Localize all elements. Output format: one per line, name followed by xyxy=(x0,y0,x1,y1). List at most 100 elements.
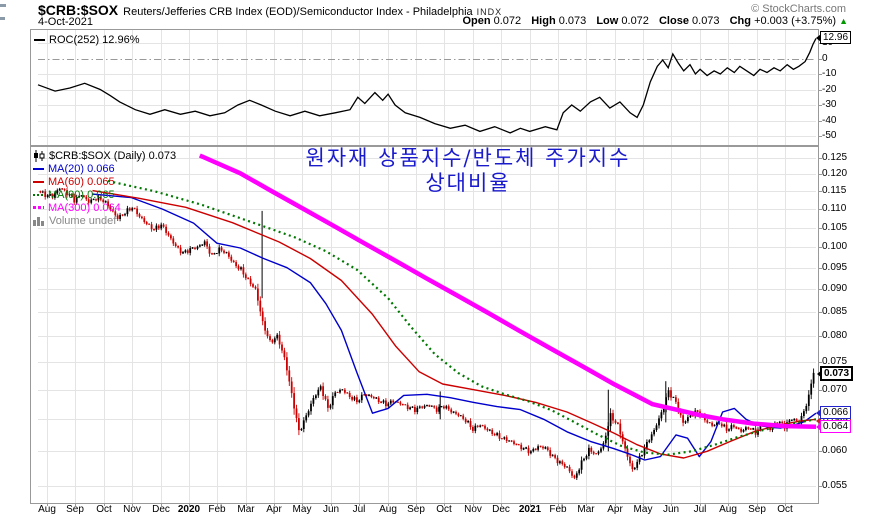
screen-edge-artifact xyxy=(0,17,5,20)
date-axis-label: Oct xyxy=(436,504,452,515)
ma60-line xyxy=(92,189,817,459)
price-axis-tick-label: 0.055 xyxy=(822,480,848,491)
date-axis-label: Apr xyxy=(266,504,282,515)
price-axis-tick-label: 0.125 xyxy=(822,152,848,163)
roc-gridlines xyxy=(38,43,816,137)
date-axis-label: Jul xyxy=(693,504,707,515)
roc-axis-tick-label: -10 xyxy=(822,68,837,79)
date-axis-label: 2021 xyxy=(518,504,542,515)
axis-ticks xyxy=(47,43,822,506)
ticker-description: Reuters/Jefferies CRB Index (EOD)/Semico… xyxy=(123,6,473,18)
chg-label: Chg xyxy=(729,15,751,27)
annotation-line1: 원자재 상품지수/반도체 주가지수 xyxy=(305,146,631,170)
axis-value-marker: 12.96 xyxy=(816,31,852,44)
legend-row: $CRB:$SOX (Daily) 0.073 xyxy=(33,149,176,162)
price-panel-legend: $CRB:$SOX (Daily) 0.073 MA(20) 0.066 MA(60… xyxy=(33,149,176,227)
ticker-symbol: $CRB:$SOX xyxy=(38,2,119,18)
roc-axis-tick-label: -20 xyxy=(822,84,837,95)
date-axis-label: Mar xyxy=(237,504,255,515)
korean-annotation: 원자재 상품지수/반도체 주가지수 상대비율 xyxy=(258,146,678,196)
price-gridlines xyxy=(38,158,816,487)
legend-row: Volume undef xyxy=(33,214,176,227)
ma300-line xyxy=(198,153,817,429)
date-axis-label: Aug xyxy=(719,504,737,515)
stockcharts-copyright-link[interactable]: © StockCharts.com xyxy=(751,3,846,15)
dashed-line-swatch-icon xyxy=(33,206,44,209)
open-value: 0.072 xyxy=(493,15,522,27)
price-axis-tick-label: 0.105 xyxy=(822,222,848,233)
date-axis-label: Dec xyxy=(492,504,510,515)
date-axis-label: Mar xyxy=(577,504,595,515)
candlesticks xyxy=(39,187,815,480)
date-axis-label: Sep xyxy=(66,504,84,515)
high-value: 0.073 xyxy=(558,15,587,27)
date-axis-label: Sep xyxy=(407,504,425,515)
low-label: Low xyxy=(596,15,619,27)
date-axis-label: Jun xyxy=(662,504,680,515)
screen-edge-artifact xyxy=(0,4,6,7)
roc-axis-tick-label: -30 xyxy=(822,99,837,110)
line-swatch-icon xyxy=(33,180,44,183)
high-label: High xyxy=(531,15,556,27)
dotted-line-swatch-icon xyxy=(33,193,44,196)
chart-header: $CRB:$SOX Reuters/Jefferies CRB Index (EO… xyxy=(38,2,502,20)
roc-indicator-legend: ROC(252) 12.96% xyxy=(34,34,140,46)
date-axis-label: Aug xyxy=(38,504,56,515)
legend-label: MA(90) 0.065 xyxy=(48,188,115,201)
roc-legend-label: ROC(252) 12.96% xyxy=(49,34,140,46)
date-axis-label: Oct xyxy=(777,504,793,515)
date-axis-label: May xyxy=(292,504,312,515)
volume-bars-icon xyxy=(33,217,44,226)
price-axis-tick-label: 0.120 xyxy=(822,168,848,179)
exchange-label: INDX xyxy=(476,7,503,17)
roc-line xyxy=(37,38,817,134)
legend-label: $CRB:$SOX (Daily) 0.073 xyxy=(49,149,177,162)
panel-borders xyxy=(30,29,819,504)
legend-row: MA(20) 0.066 xyxy=(33,162,176,175)
date-axis-label: Nov xyxy=(123,504,141,515)
chg-value: +0.003 (+3.75%) xyxy=(754,15,837,27)
ohlc-quote-row: Open 0.072 High 0.073 Low 0.072 Close 0.… xyxy=(455,15,848,27)
date-axis-label: Oct xyxy=(96,504,112,515)
date-axis-label: Feb xyxy=(549,504,567,515)
close-label: Close xyxy=(658,15,689,27)
ma90-line xyxy=(107,179,817,456)
price-axis-tick-label: 0.115 xyxy=(822,185,847,196)
axis-value-marker: 0.066 xyxy=(816,406,852,419)
price-axis-tick-label: 0.085 xyxy=(822,306,848,317)
legend-label: Volume undef xyxy=(49,214,117,227)
roc-axis-tick-label: -40 xyxy=(822,115,837,126)
date-axis-label: Dec xyxy=(152,504,170,515)
low-value: 0.072 xyxy=(621,15,649,27)
date-axis-label: Aug xyxy=(379,504,397,515)
date-axis-label: Feb xyxy=(208,504,226,515)
date-axis-label: 2020 xyxy=(177,504,201,515)
ma20-line xyxy=(92,193,817,461)
legend-row: MA(300) 0.064 xyxy=(33,201,176,214)
candlestick-icon xyxy=(34,149,45,162)
close-value: 0.073 xyxy=(692,15,720,27)
month-gridlines xyxy=(47,30,786,503)
roc-axis-tick-label: -50 xyxy=(822,130,837,141)
date-axis-label: Nov xyxy=(464,504,482,515)
legend-label: MA(20) 0.066 xyxy=(48,162,115,175)
date-axis-label: Jul xyxy=(352,504,366,515)
date-axis-label: Jun xyxy=(322,504,340,515)
price-axis-tick-label: 0.060 xyxy=(822,445,848,456)
price-axis-tick-label: 0.100 xyxy=(822,241,848,252)
legend-label: MA(60) 0.065 xyxy=(48,175,115,188)
legend-row: MA(90) 0.065 xyxy=(33,188,176,201)
annotation-line2: 상대비율 xyxy=(425,171,511,195)
legend-label: MA(300) 0.064 xyxy=(48,201,121,214)
price-axis-tick-label: 0.080 xyxy=(822,330,848,341)
date-axis-label: Apr xyxy=(607,504,623,515)
change-up-arrow-icon: ▲ xyxy=(839,16,848,26)
axis-value-marker: 0.073 xyxy=(817,366,854,381)
line-swatch-icon xyxy=(33,167,44,170)
roc-axis-tick-label: 0 xyxy=(822,53,828,64)
price-axis-tick-label: 0.075 xyxy=(822,356,848,367)
price-axis-tick-label: 0.090 xyxy=(822,283,848,294)
legend-row: MA(60) 0.065 xyxy=(33,175,176,188)
